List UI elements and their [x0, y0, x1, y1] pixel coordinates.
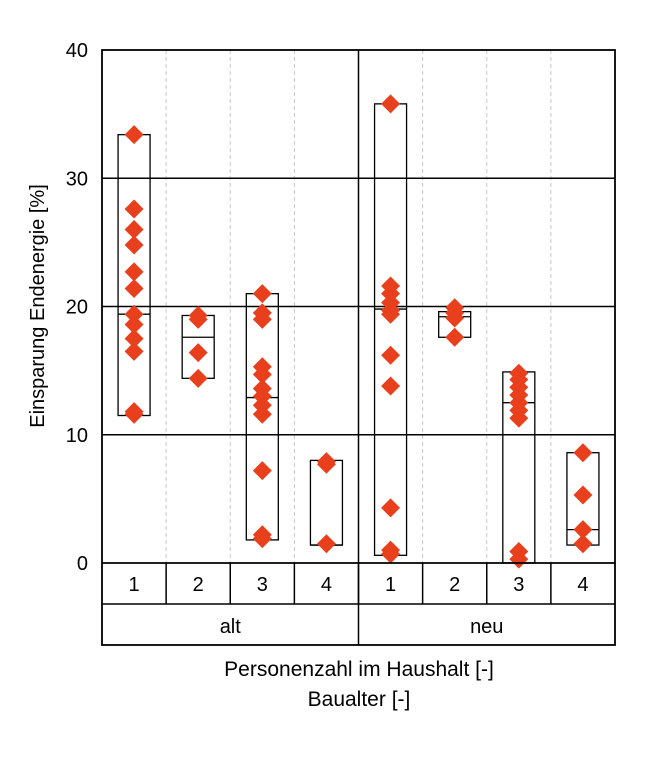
data-point [124, 220, 144, 240]
category-label: 1 [385, 574, 396, 596]
plot-frame [101, 49, 616, 646]
y-axis-label: Einsparung Endenergie [%] [27, 184, 49, 428]
data-point [252, 529, 272, 549]
data-point [188, 309, 208, 329]
category-label: 1 [129, 574, 140, 596]
data-point [188, 368, 208, 388]
data-point [252, 364, 272, 384]
data-point [124, 279, 144, 299]
data-point [124, 341, 144, 361]
data-point [124, 304, 144, 324]
data-point [252, 309, 272, 329]
data-point [124, 235, 144, 255]
category-label: 4 [577, 574, 588, 596]
data-point [445, 308, 465, 328]
data-point [316, 454, 336, 474]
data-point [573, 485, 593, 505]
data-point [252, 284, 272, 304]
data-point [252, 461, 272, 481]
data-point [124, 404, 144, 424]
data-point [381, 304, 401, 324]
data-point [124, 329, 144, 349]
tick-layer: 0 10 20 30 40 [66, 40, 88, 575]
x-axis-label-secondary: Baualter [-] [308, 688, 411, 711]
y-tick-label: 30 [66, 168, 88, 190]
data-point [124, 314, 144, 334]
data-point [188, 343, 208, 363]
group-label: neu [470, 616, 503, 638]
data-point [573, 534, 593, 554]
category-layer: 1 2 3 4 alt 1 2 3 4 neu [129, 574, 589, 638]
category-label: 3 [257, 574, 268, 596]
data-point [509, 408, 529, 428]
x-axis-label-primary: Personenzahl im Haushalt [-] [224, 658, 494, 681]
y-tick-label: 40 [66, 40, 88, 62]
y-tick-label: 0 [77, 553, 88, 575]
data-point [509, 549, 529, 569]
category-label: 3 [513, 574, 524, 596]
category-label: 4 [321, 574, 332, 596]
y-tick-label: 10 [66, 425, 88, 447]
data-point [445, 327, 465, 347]
data-point [124, 125, 144, 145]
data-point [573, 520, 593, 540]
category-label: 2 [193, 574, 204, 596]
data-point [381, 345, 401, 365]
frame-layer [101, 49, 616, 646]
data-point [316, 534, 336, 554]
data-point [381, 94, 401, 114]
data-point [124, 199, 144, 219]
category-label: 2 [449, 574, 460, 596]
data-point [381, 544, 401, 564]
y-tick-label: 20 [66, 297, 88, 319]
point-layer [124, 94, 593, 569]
data-point [124, 262, 144, 282]
group-label: alt [220, 616, 242, 638]
data-point [381, 498, 401, 518]
range-box [373, 103, 408, 556]
data-point [573, 443, 593, 463]
data-point [381, 376, 401, 396]
data-point [252, 404, 272, 424]
